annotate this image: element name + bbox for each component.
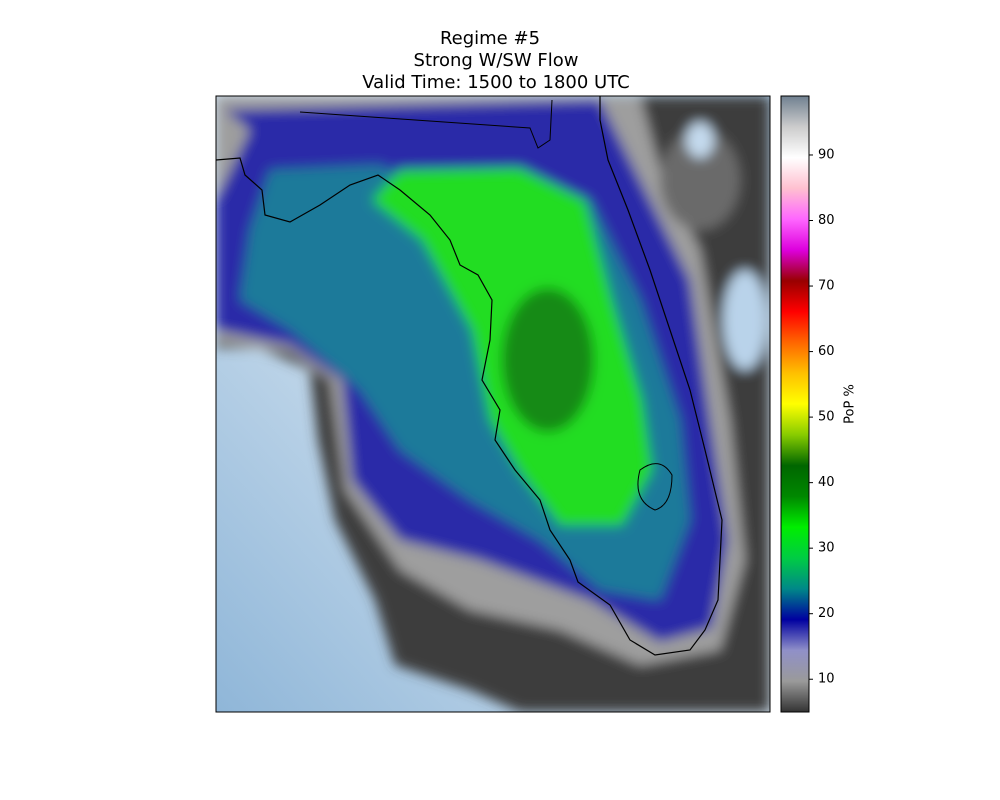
low-pop-area [660,130,740,230]
coastline [216,96,723,656]
colorbar-tick-label: 50 [818,410,835,425]
lake-okeechobee [637,463,673,511]
title-line: Strong W/SW Flow [414,50,579,71]
colorbar-tick-label: 40 [818,475,835,490]
colorbar-tick-label: 80 [818,213,835,228]
max-pop-area [502,288,594,432]
colorbar-tick-label: 30 [818,541,835,556]
colorbar-scale [780,95,810,713]
colorbar-tick-label: 20 [818,606,835,621]
map-frame [215,95,771,713]
state-border [299,99,553,149]
colorbar-tick-label: 60 [818,344,835,359]
map [216,96,770,712]
colorbar-tick-label: 90 [818,147,835,162]
title-line: Regime #5 [440,28,540,49]
colorbar-tick-label: 70 [818,279,835,294]
colorbar: 10 20 30 40 50 60 70 80 90 [780,95,835,713]
colorbar-label: PoP % [843,384,858,424]
colorbar-tick-label: 10 [818,672,835,687]
sea-patch [686,122,714,158]
title-line: Valid Time: 1500 to 1800 UTC [362,72,629,93]
sea-patch [723,270,767,370]
